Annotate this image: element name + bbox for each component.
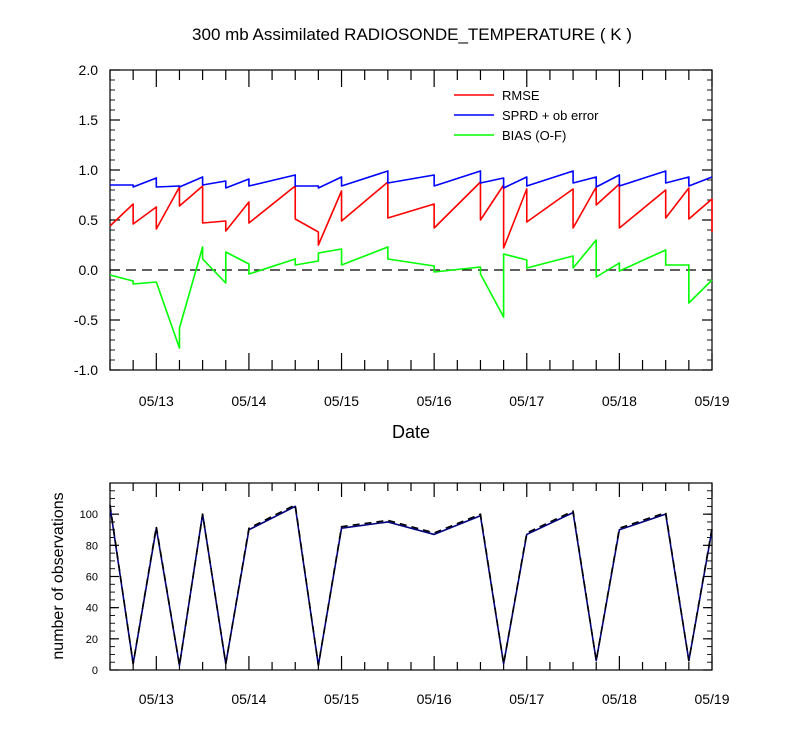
bottom-plot-frame bbox=[109, 482, 713, 671]
series-line-2 bbox=[109, 239, 713, 349]
x-tick-label: 05/18 bbox=[602, 691, 637, 707]
bottom-x-ticks: 05/13 05/14 05/15 05/16 05/17 05/18 05/19 bbox=[139, 483, 730, 707]
series-line-1 bbox=[109, 504, 713, 667]
y-tick-label: 60 bbox=[86, 571, 98, 583]
y-tick-label: 2.0 bbox=[79, 62, 99, 78]
legend-label-0: RMSE bbox=[502, 88, 540, 103]
y-tick-label: 40 bbox=[86, 603, 98, 615]
x-tick-label: 05/14 bbox=[231, 691, 266, 707]
x-tick-label: 05/18 bbox=[602, 393, 637, 409]
x-tick-label: 05/15 bbox=[324, 691, 359, 707]
y-tick-label: 0.0 bbox=[79, 262, 99, 278]
top-series bbox=[109, 170, 713, 349]
bottom-minor-ticks bbox=[109, 482, 712, 671]
top-chart-title: 300 mb Assimilated RADIOSONDE_TEMPERATUR… bbox=[192, 25, 632, 44]
top-plot-frame bbox=[109, 69, 713, 371]
top-x-ticks: 05/13 05/14 05/15 05/16 05/17 05/18 05/19 bbox=[139, 70, 730, 409]
x-tick-label: 05/17 bbox=[509, 691, 544, 707]
x-tick-label: 05/19 bbox=[694, 691, 729, 707]
y-tick-label: -0.5 bbox=[74, 312, 98, 328]
y-tick-label: 0.5 bbox=[79, 212, 99, 228]
y-tick-label: 1.5 bbox=[79, 112, 99, 128]
bottom-y-ticks: 0 20 40 60 80 100 bbox=[80, 509, 712, 677]
x-tick-label: 05/16 bbox=[417, 691, 452, 707]
y-tick-label: 80 bbox=[86, 540, 98, 552]
legend-label-1: SPRD + ob error bbox=[502, 108, 599, 123]
x-tick-label: 05/19 bbox=[694, 393, 729, 409]
x-tick-label: 05/14 bbox=[231, 393, 266, 409]
bottom-y-axis-label: number of observations bbox=[50, 492, 67, 659]
y-tick-label: 100 bbox=[80, 509, 98, 521]
top-minor-ticks bbox=[109, 69, 712, 371]
top-chart: 300 mb Assimilated RADIOSONDE_TEMPERATUR… bbox=[74, 25, 730, 442]
legend: RMSE SPRD + ob error BIAS (O-F) bbox=[454, 88, 599, 143]
x-tick-label: 05/17 bbox=[509, 393, 544, 409]
x-tick-label: 05/13 bbox=[139, 393, 174, 409]
y-tick-label: 0 bbox=[92, 665, 98, 677]
x-tick-label: 05/15 bbox=[324, 393, 359, 409]
bottom-series bbox=[109, 504, 713, 667]
series-line-0 bbox=[109, 181, 713, 249]
y-tick-label: -1.0 bbox=[74, 362, 98, 378]
y-tick-label: 1.0 bbox=[79, 162, 99, 178]
top-x-axis-label: Date bbox=[392, 422, 430, 442]
top-y-ticks: -1.0 -0.5 0.0 0.5 1.0 1.5 2.0 bbox=[74, 62, 712, 378]
x-tick-label: 05/13 bbox=[139, 691, 174, 707]
x-tick-label: 05/16 bbox=[417, 393, 452, 409]
y-tick-label: 20 bbox=[86, 634, 98, 646]
legend-label-2: BIAS (O-F) bbox=[502, 128, 566, 143]
series-line-1 bbox=[110, 170, 713, 189]
